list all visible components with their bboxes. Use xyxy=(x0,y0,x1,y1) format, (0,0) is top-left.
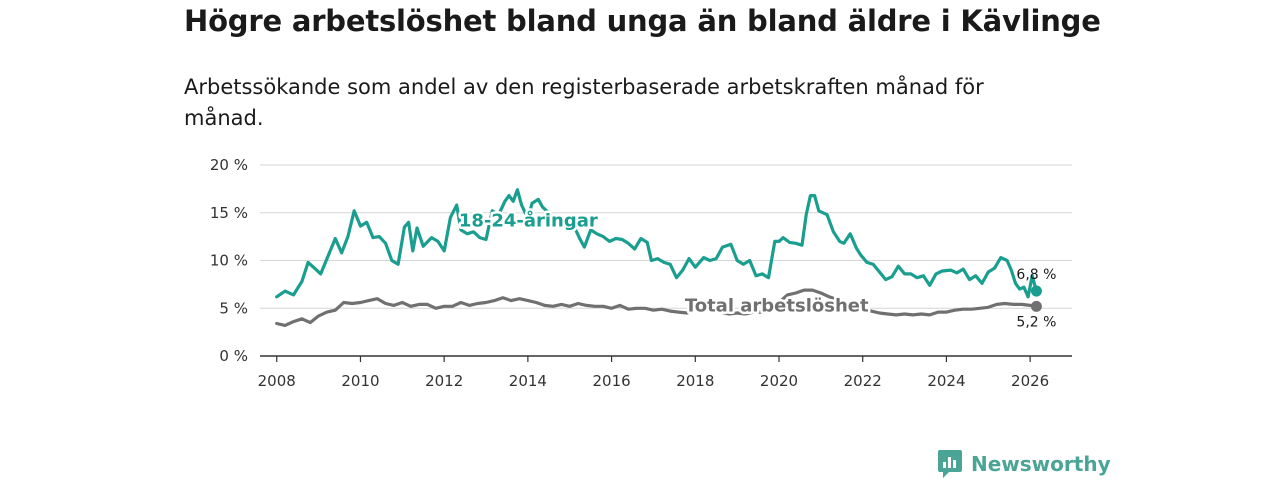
y-tick-label: 15 % xyxy=(210,204,248,222)
end-label-youth: 6,8 % xyxy=(1016,267,1056,283)
end-point-total xyxy=(1030,300,1042,312)
brand-logo: Newsworthy xyxy=(937,448,1111,480)
x-tick-label: 2022 xyxy=(844,372,882,390)
x-axis-ticks: 2008 2010 2012 2014 2016 2018 2020 2022 2024 2026 xyxy=(258,356,1049,390)
x-tick-label: 2024 xyxy=(927,372,965,390)
series-label-youth: 18-24-åringar xyxy=(459,210,598,232)
y-tick-label: 0 % xyxy=(219,347,248,365)
series-label-total: Total arbetslöshet xyxy=(685,296,869,317)
y-tick-label: 5 % xyxy=(219,299,248,317)
series-line-total xyxy=(275,288,1038,327)
chart-subtitle: Arbetssökande som andel av den registerb… xyxy=(184,75,984,130)
brand-name: Newsworthy xyxy=(971,452,1111,476)
newsworthy-logo-icon xyxy=(938,450,962,478)
series-lines xyxy=(275,188,1042,327)
x-tick-label: 2008 xyxy=(258,372,296,390)
series-line-youth xyxy=(275,188,1038,299)
x-tick-label: 2026 xyxy=(1011,372,1049,390)
y-tick-label: 10 % xyxy=(210,252,248,270)
x-tick-label: 2016 xyxy=(592,372,630,390)
end-point-youth xyxy=(1030,285,1042,297)
series-label-total-halo: Total arbetslöshet xyxy=(685,296,869,317)
end-label-total: 5,2 % xyxy=(1016,314,1056,330)
y-tick-label: 20 % xyxy=(210,156,248,174)
x-tick-label: 2010 xyxy=(341,372,379,390)
x-tick-label: 2020 xyxy=(760,372,798,390)
y-axis-ticks: 0 % 5 % 10 % 15 % 20 % xyxy=(210,156,248,365)
grid-lines xyxy=(260,164,1072,357)
x-tick-label: 2012 xyxy=(425,372,463,390)
x-tick-label: 2014 xyxy=(509,372,547,390)
x-tick-label: 2018 xyxy=(676,372,714,390)
series-label-youth-halo: 18-24-åringar xyxy=(459,210,598,232)
chart-title: Högre arbetslöshet bland unga än bland ä… xyxy=(184,4,1101,38)
